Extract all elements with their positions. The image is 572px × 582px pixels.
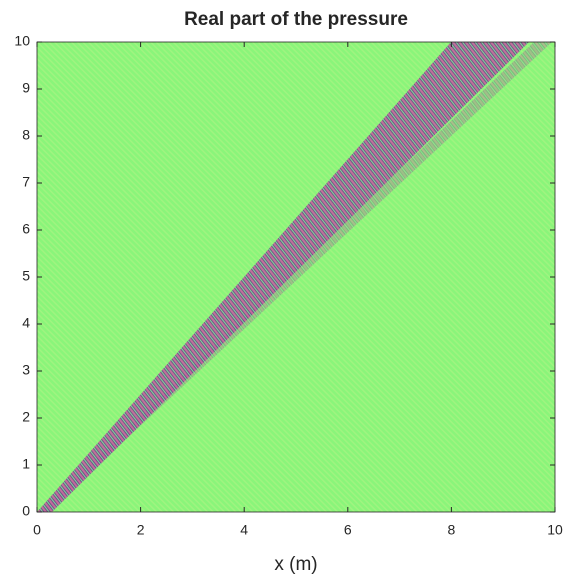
x-axis-label: x (m) [274, 554, 317, 575]
x-tick-label: 8 [448, 522, 456, 538]
x-tick-label: 6 [344, 522, 352, 538]
y-tick-label: 4 [22, 315, 30, 331]
x-tick-label: 4 [240, 522, 248, 538]
wave-texture [37, 42, 555, 512]
y-tick-label: 10 [14, 33, 30, 49]
y-tick-label: 0 [22, 503, 30, 519]
y-tick-label: 7 [22, 174, 30, 190]
y-tick-label: 9 [22, 80, 30, 96]
y-tick-label: 8 [22, 127, 30, 143]
x-tick-label: 0 [33, 522, 41, 538]
chart-title: Real part of the pressure [184, 9, 408, 30]
wave-band-faint [40, 42, 552, 512]
y-tick-label: 1 [22, 456, 30, 472]
axes: 0 2 4 6 8 10 0 1 2 3 4 5 6 7 8 9 10 [14, 33, 563, 538]
x-tick-label: 2 [137, 522, 145, 538]
y-tick-label: 3 [22, 362, 30, 378]
x-tick-label: 10 [547, 522, 563, 538]
wave-band [37, 42, 529, 512]
y-tick-label: 6 [22, 221, 30, 237]
y-tick-label: 2 [22, 409, 30, 425]
y-tick-label: 5 [22, 268, 30, 284]
